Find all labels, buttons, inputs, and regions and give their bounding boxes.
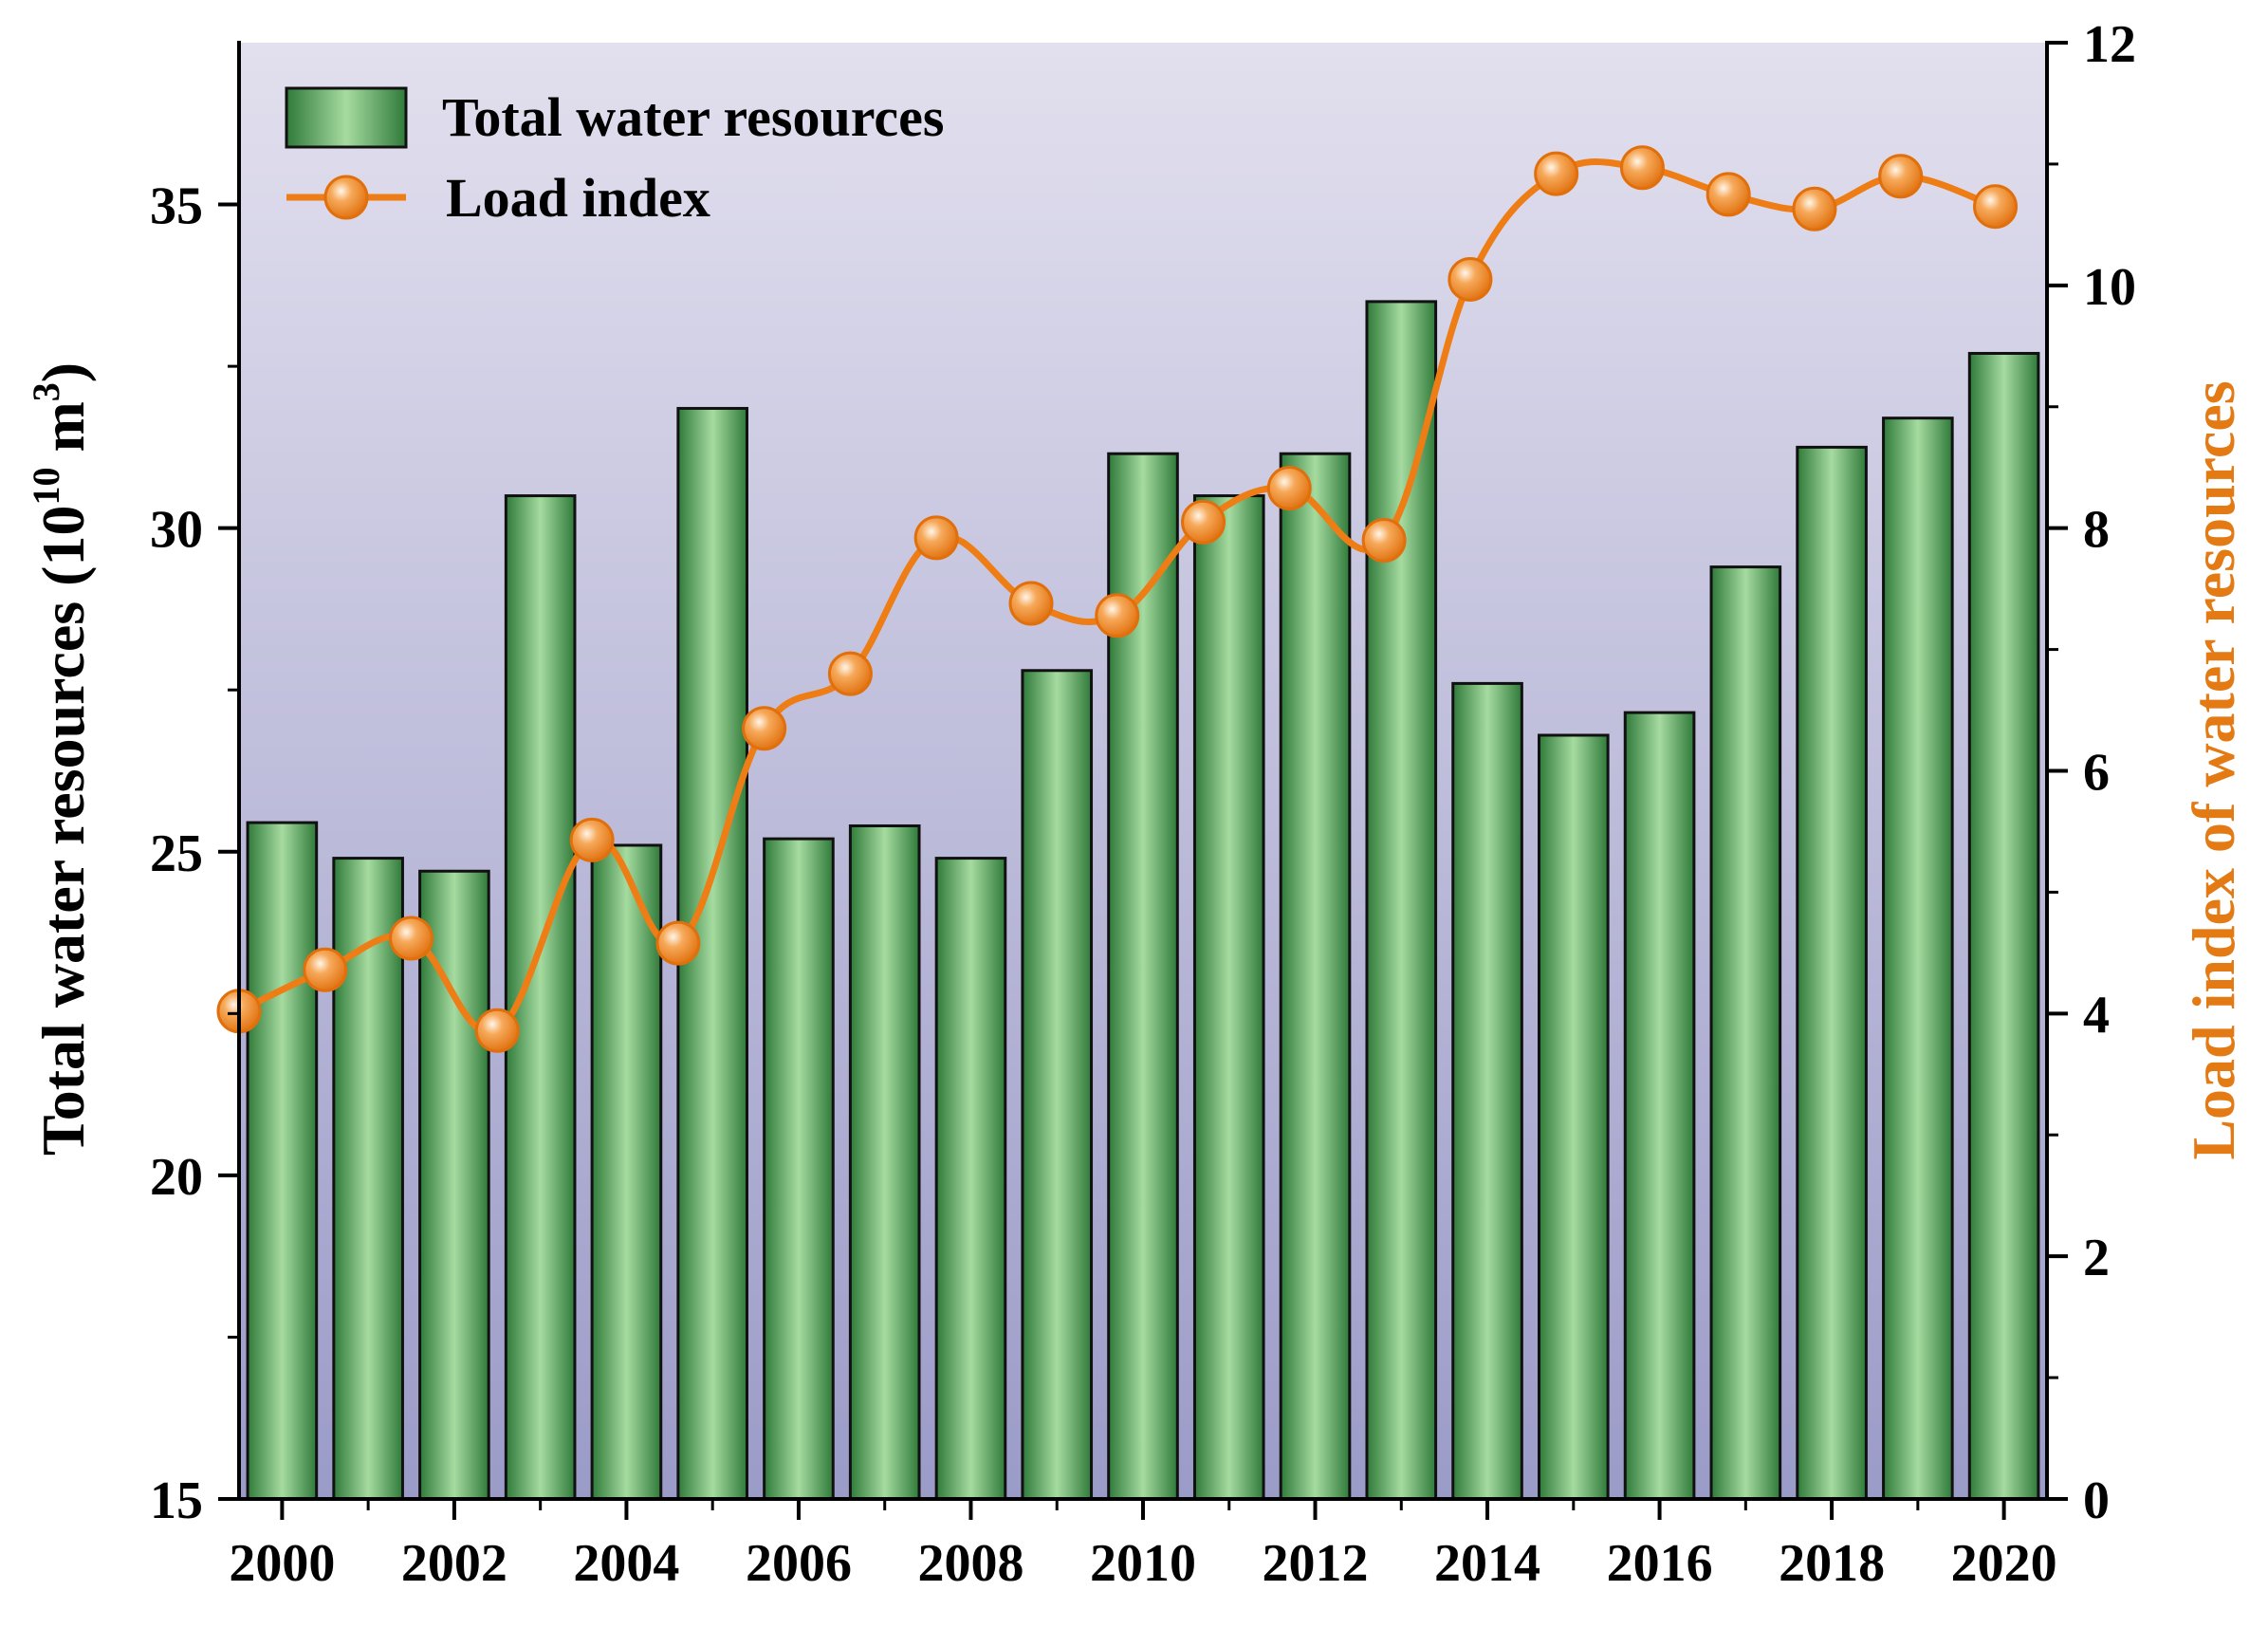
bar-2004 <box>590 843 663 1501</box>
bar-2016 <box>1623 711 1696 1501</box>
right-tick-label-4: 4 <box>2083 986 2110 1045</box>
load-index-point-11 <box>1181 499 1226 545</box>
load-index-point-10 <box>1095 593 1140 638</box>
right-axis-title: Load index of water resources <box>2180 380 2247 1159</box>
load-index-point-7 <box>827 651 873 696</box>
right-tick-label-12: 12 <box>2083 15 2136 74</box>
bar-2006 <box>763 837 835 1501</box>
markers-layer <box>216 145 2019 1053</box>
left-tick-label-35: 35 <box>150 177 203 236</box>
bar-2009 <box>1021 669 1094 1501</box>
x-tick-label-2004: 2004 <box>573 1534 679 1593</box>
x-tick-label-2012: 2012 <box>1263 1534 1369 1593</box>
x-tick-label-2018: 2018 <box>1779 1534 1885 1593</box>
bar-2014 <box>1451 681 1523 1501</box>
left-tick-label-15: 15 <box>150 1471 203 1530</box>
legend-bar-swatch <box>285 86 408 149</box>
bars-layer <box>246 300 2040 1501</box>
bar-2001 <box>332 857 404 1501</box>
left-tick-label-20: 20 <box>150 1148 203 1207</box>
load-index-point-5 <box>655 920 701 966</box>
load-index-point-8 <box>913 515 959 561</box>
load-index-point-1 <box>303 947 348 992</box>
load-index-point-12 <box>1266 465 1312 510</box>
left-axis-title-mid: m <box>29 401 97 467</box>
load-index-point-18 <box>1792 186 1837 231</box>
load-index-point-14 <box>1447 256 1493 302</box>
bar-2011 <box>1192 494 1265 1501</box>
load-index-point-20 <box>1973 184 2019 230</box>
x-tick-label-2008: 2008 <box>917 1534 1023 1593</box>
ticks-layer: 15 20 25 30 35 0 2 4 6 8 10 12 2000 2002 2004 2006 2008 2… <box>150 15 2136 1593</box>
left-axis-title-sup1: 10 <box>25 468 67 506</box>
x-tick-label-2020: 2020 <box>1951 1534 2057 1593</box>
x-tick-label-2002: 2002 <box>401 1534 507 1593</box>
load-index-point-17 <box>1706 172 1751 217</box>
right-tick-label-10: 10 <box>2083 258 2136 317</box>
left-axis-title-end: ) <box>29 362 97 382</box>
load-index-point-15 <box>1534 151 1579 196</box>
bar-2020 <box>1967 351 2040 1501</box>
load-index-point-19 <box>1878 154 1924 199</box>
load-index-point-2 <box>389 916 434 961</box>
left-tick-label-25: 25 <box>150 824 203 883</box>
left-axis-title-sup2: 3 <box>25 382 67 401</box>
bar-2002 <box>418 869 490 1501</box>
legend-bar-label: Total water resources <box>442 86 944 148</box>
x-tick-label-2006: 2006 <box>746 1534 852 1593</box>
bar-2000 <box>246 821 319 1501</box>
load-index-point-6 <box>742 706 787 751</box>
legend: Total water resources Load index <box>285 86 944 229</box>
left-tick-label-30: 30 <box>150 501 203 560</box>
right-tick-label-6: 6 <box>2083 744 2110 803</box>
x-tick-label-2016: 2016 <box>1607 1534 1713 1593</box>
right-tick-label-0: 0 <box>2083 1471 2110 1530</box>
right-tick-label-8: 8 <box>2083 501 2110 560</box>
bar-2019 <box>1882 416 1954 1501</box>
bar-2018 <box>1796 445 1868 1501</box>
bar-2003 <box>504 494 577 1501</box>
load-index-point-3 <box>474 1008 520 1053</box>
x-tick-label-2000: 2000 <box>229 1534 335 1593</box>
x-tick-label-2014: 2014 <box>1434 1534 1540 1593</box>
legend-line-label: Load index <box>446 167 710 229</box>
load-index-point-4 <box>569 817 615 862</box>
bar-2017 <box>1709 565 1782 1501</box>
bar-2008 <box>934 857 1007 1501</box>
bar-2012 <box>1279 452 1352 1501</box>
x-tick-label-2010: 2010 <box>1090 1534 1196 1593</box>
left-axis-title-main: Total water resources (10 <box>29 506 97 1156</box>
load-index-point-9 <box>1008 581 1054 626</box>
load-index-point-13 <box>1361 517 1407 563</box>
legend-line-marker <box>323 175 369 220</box>
right-tick-label-2: 2 <box>2083 1229 2110 1287</box>
left-axis-title: Total water resources (1010 m3) <box>25 362 97 1156</box>
bar-2007 <box>848 823 921 1501</box>
bar-2013 <box>1365 300 1438 1501</box>
load-index-point-16 <box>1619 145 1665 191</box>
bar-2015 <box>1538 733 1610 1501</box>
